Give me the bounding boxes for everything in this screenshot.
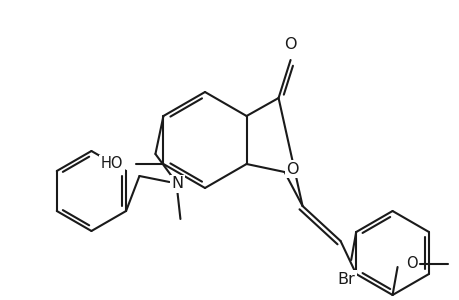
Text: HO: HO [101, 157, 123, 172]
Text: Br: Br [336, 272, 354, 287]
Text: O: O [405, 256, 416, 272]
Text: O: O [286, 161, 298, 176]
Text: N: N [171, 176, 183, 191]
Text: O: O [284, 37, 296, 52]
